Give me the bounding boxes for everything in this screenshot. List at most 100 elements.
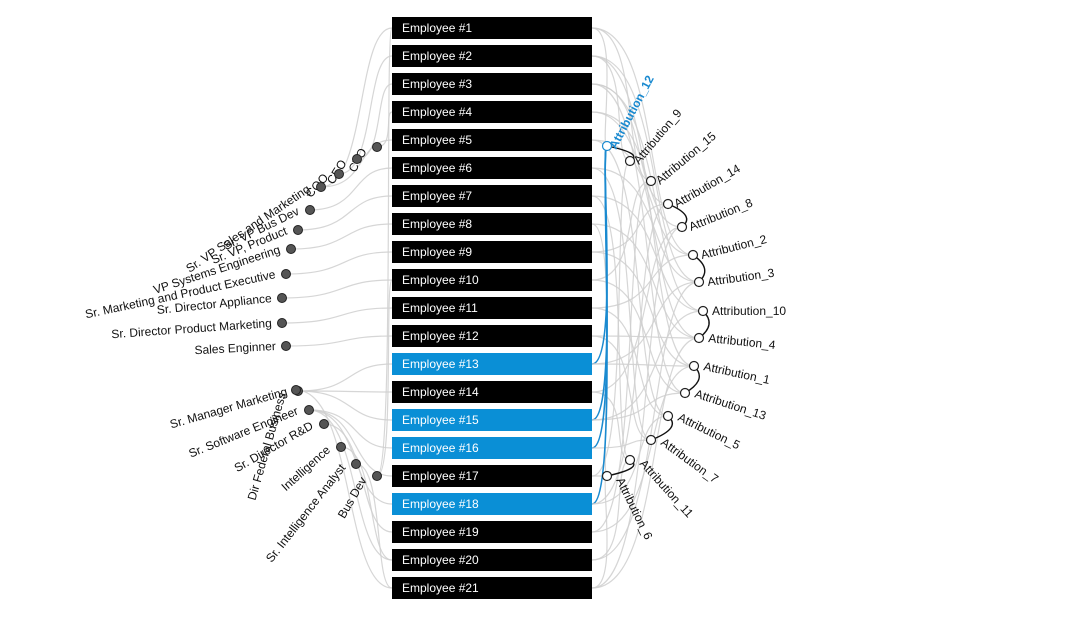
employee-row-4[interactable]: Employee #4 xyxy=(392,101,592,123)
role-node[interactable] xyxy=(351,459,361,469)
employee-label: Employee #12 xyxy=(402,329,479,343)
role-node[interactable] xyxy=(281,269,291,279)
role-node[interactable] xyxy=(286,244,296,254)
role-node[interactable] xyxy=(316,182,326,192)
employee-label: Employee #13 xyxy=(402,357,479,371)
employee-attribute-link xyxy=(591,281,700,561)
attribute-node[interactable] xyxy=(624,454,636,466)
attribute-node[interactable] xyxy=(601,470,613,482)
role-sales-enginner[interactable]: Sales Enginner xyxy=(194,339,291,357)
employee-attribute-link xyxy=(591,83,704,312)
role-node[interactable] xyxy=(281,341,291,351)
employee-attribute-link xyxy=(591,139,694,256)
employee-row-8[interactable]: Employee #8 xyxy=(392,213,592,235)
employee-row-6[interactable]: Employee #6 xyxy=(392,157,592,179)
employee-row-5[interactable]: Employee #5 xyxy=(392,129,592,151)
role-node[interactable] xyxy=(334,169,344,179)
attribute-node[interactable] xyxy=(624,155,636,167)
employee-label: Employee #9 xyxy=(402,245,472,259)
employee-attribute-link xyxy=(591,226,683,589)
employee-bar[interactable] xyxy=(392,381,592,403)
attribute-attribution-1[interactable]: Attribution_1 xyxy=(688,359,772,387)
employee-bar[interactable] xyxy=(392,73,592,95)
employee-label: Employee #15 xyxy=(402,413,479,427)
highlighted-attribute-node[interactable] xyxy=(601,140,613,152)
employee-bar[interactable] xyxy=(392,17,592,39)
attribute-attribution-3[interactable]: Attribution_3 xyxy=(693,266,776,289)
employee-bar[interactable] xyxy=(392,45,592,67)
employee-bar[interactable] xyxy=(392,409,592,431)
employee-bar[interactable] xyxy=(392,493,592,515)
attribute-label: Attribution_2 xyxy=(699,232,768,262)
employee-row-12[interactable]: Employee #12 xyxy=(392,325,592,347)
attribute-attribution-4[interactable]: Attribution_4 xyxy=(693,331,777,352)
employee-row-13[interactable]: Employee #13 xyxy=(392,353,592,375)
role-node[interactable] xyxy=(305,205,315,215)
employee-attribute-link xyxy=(591,167,652,441)
employee-bar[interactable] xyxy=(392,157,592,179)
attribute-node[interactable] xyxy=(693,276,705,288)
attribute-attribution-6[interactable]: Attribution_6 xyxy=(601,470,656,543)
employee-row-16[interactable]: Employee #16 xyxy=(392,437,592,459)
employee-bar[interactable] xyxy=(392,101,592,123)
attribute-node[interactable] xyxy=(645,175,657,187)
employee-row-11[interactable]: Employee #11 xyxy=(392,297,592,319)
employee-bar[interactable] xyxy=(392,549,592,571)
role-node[interactable] xyxy=(319,419,329,429)
employee-bar[interactable] xyxy=(392,185,592,207)
employee-row-3[interactable]: Employee #3 xyxy=(392,73,592,95)
employee-bar[interactable] xyxy=(392,577,592,599)
employee-bar[interactable] xyxy=(392,465,592,487)
employee-row-17[interactable]: Employee #17 xyxy=(392,465,592,487)
role-node[interactable] xyxy=(372,471,382,481)
attribute-node[interactable] xyxy=(693,332,705,344)
employee-row-21[interactable]: Employee #21 xyxy=(392,577,592,599)
attribute-attribution-2[interactable]: Attribution_2 xyxy=(687,232,769,262)
employee-bar[interactable] xyxy=(392,241,592,263)
attribute-attribution-10[interactable]: Attribution_10 xyxy=(697,304,787,318)
employee-attribute-link xyxy=(591,363,695,367)
employee-row-20[interactable]: Employee #20 xyxy=(392,549,592,571)
role-label: Sales Enginner xyxy=(194,339,276,357)
employee-bar[interactable] xyxy=(392,269,592,291)
employee-row-15[interactable]: Employee #15 xyxy=(392,409,592,431)
attribute-node[interactable] xyxy=(688,360,700,372)
employee-bar[interactable] xyxy=(392,213,592,235)
employee-row-14[interactable]: Employee #14 xyxy=(392,381,592,403)
attribute-label: Attribution_3 xyxy=(706,266,775,289)
role-node[interactable] xyxy=(304,405,314,415)
employee-row-7[interactable]: Employee #7 xyxy=(392,185,592,207)
role-node[interactable] xyxy=(372,142,382,152)
role-node[interactable] xyxy=(352,154,362,164)
employee-row-2[interactable]: Employee #2 xyxy=(392,45,592,67)
role-node[interactable] xyxy=(336,442,346,452)
employee-row-1[interactable]: Employee #1 xyxy=(392,17,592,39)
attribute-node[interactable] xyxy=(662,410,674,422)
employee-row-9[interactable]: Employee #9 xyxy=(392,241,592,263)
attribute-node[interactable] xyxy=(687,249,699,261)
attribute-node[interactable] xyxy=(697,305,709,317)
employee-row-19[interactable]: Employee #19 xyxy=(392,521,592,543)
role-node[interactable] xyxy=(277,293,287,303)
attribute-label: Attribution_4 xyxy=(708,331,777,352)
attribute-label: Attribution_1 xyxy=(702,359,771,387)
attribute-node[interactable] xyxy=(676,221,688,233)
employee-bar[interactable] xyxy=(392,437,592,459)
employee-bar[interactable] xyxy=(392,297,592,319)
employee-label: Employee #18 xyxy=(402,497,479,511)
employee-bar[interactable] xyxy=(392,325,592,347)
attribute-label: Attribution_8 xyxy=(687,195,755,233)
role-node[interactable] xyxy=(291,385,301,395)
employee-bar[interactable] xyxy=(392,353,592,375)
employee-row-10[interactable]: Employee #10 xyxy=(392,269,592,291)
employee-bar[interactable] xyxy=(392,129,592,151)
attribute-node[interactable] xyxy=(679,387,691,399)
role-node[interactable] xyxy=(293,225,303,235)
role-node[interactable] xyxy=(277,318,287,328)
attribute-node[interactable] xyxy=(662,198,674,210)
role-sr-director-product-marketing[interactable]: Sr. Director Product Marketing xyxy=(111,316,287,341)
employee-bar[interactable] xyxy=(392,521,592,543)
attribute-node[interactable] xyxy=(645,434,657,446)
employee-row-18[interactable]: Employee #18 xyxy=(392,493,592,515)
